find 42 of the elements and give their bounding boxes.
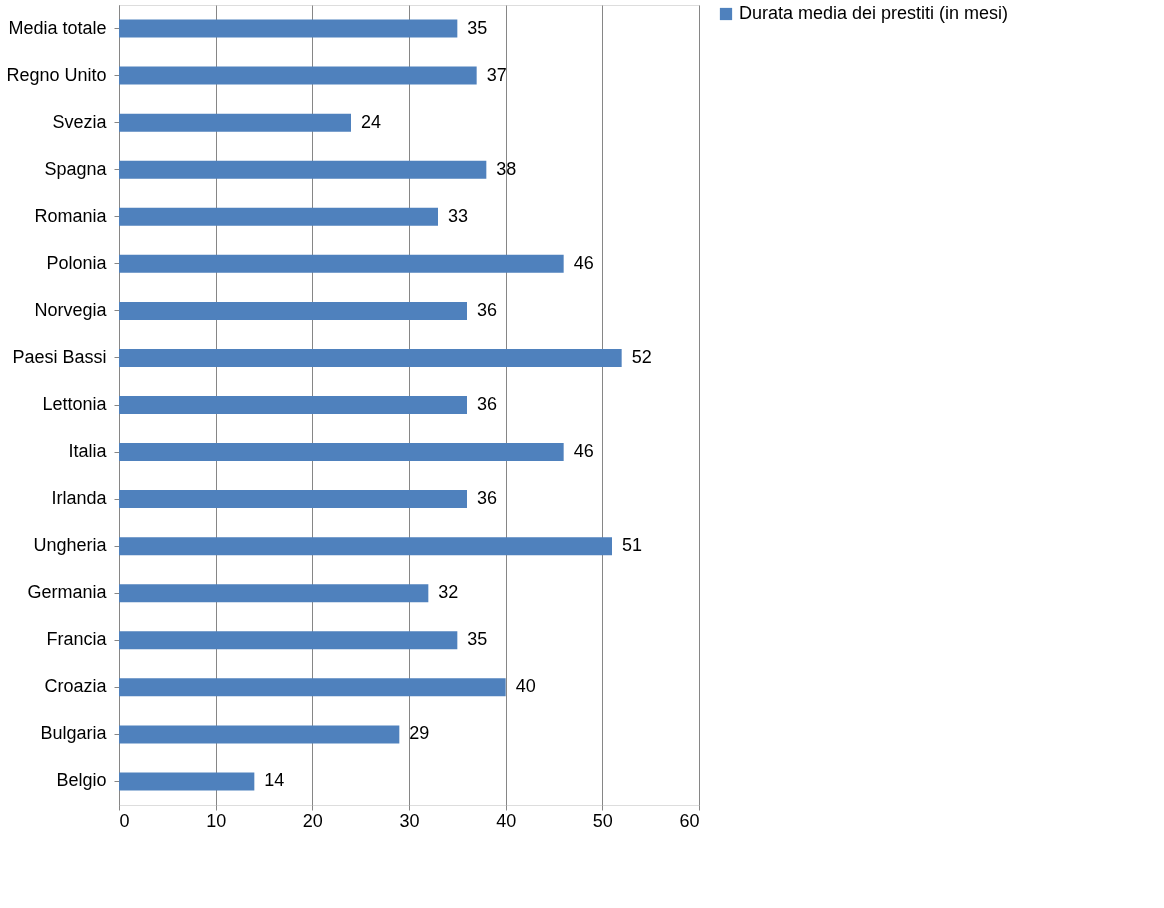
y-tick-label: Irlanda — [51, 488, 108, 509]
y-tick-label: Croazia — [44, 676, 108, 697]
data-label: 14 — [264, 770, 285, 791]
y-tick-label: Svezia — [52, 111, 108, 132]
y-tick-label: Paesi Bassi — [12, 346, 107, 367]
x-tick-label: 50 — [592, 810, 613, 831]
data-label: 46 — [573, 252, 594, 273]
y-tick-label: Romania — [34, 205, 108, 226]
data-label: 35 — [467, 17, 488, 38]
x-tick-label: 30 — [399, 810, 420, 831]
data-label: 36 — [477, 488, 498, 509]
y-tick-label: Ungheria — [33, 535, 108, 556]
data-label: 32 — [438, 582, 459, 603]
data-label: 37 — [486, 64, 507, 85]
x-tick-label: 60 — [679, 810, 700, 831]
data-label: 51 — [622, 535, 643, 556]
y-tick-label: Francia — [46, 629, 108, 650]
y-tick-label: Spagna — [44, 158, 108, 179]
y-tick-label: Regno Unito — [6, 64, 107, 85]
y-tick-label: Polonia — [46, 252, 108, 273]
y-tick-label: Norvegia — [34, 299, 108, 320]
data-label: 40 — [515, 676, 536, 697]
x-tick-label: 0 — [119, 810, 130, 831]
legend-label: Durata media dei prestiti (in mesi) — [739, 3, 1009, 23]
y-tick-label: Media totale — [8, 17, 107, 38]
x-tick-label: 40 — [496, 810, 517, 831]
x-tick-label: 10 — [206, 810, 227, 831]
y-tick-label: Bulgaria — [40, 723, 108, 744]
y-tick-label: Belgio — [56, 770, 107, 791]
data-label: 35 — [467, 629, 488, 650]
x-tick-label: 20 — [302, 810, 323, 831]
data-label: 52 — [631, 346, 652, 367]
data-label: 46 — [573, 441, 594, 462]
data-label: 33 — [448, 205, 469, 226]
data-label: 29 — [409, 723, 430, 744]
data-label: 36 — [477, 299, 498, 320]
data-label: 36 — [477, 394, 498, 414]
y-tick-label: Italia — [68, 441, 108, 462]
data-label: 38 — [496, 158, 517, 179]
data-label: 24 — [361, 111, 382, 132]
y-tick-label: Germania — [27, 582, 108, 603]
y-tick-label: Lettonia — [42, 394, 108, 414]
